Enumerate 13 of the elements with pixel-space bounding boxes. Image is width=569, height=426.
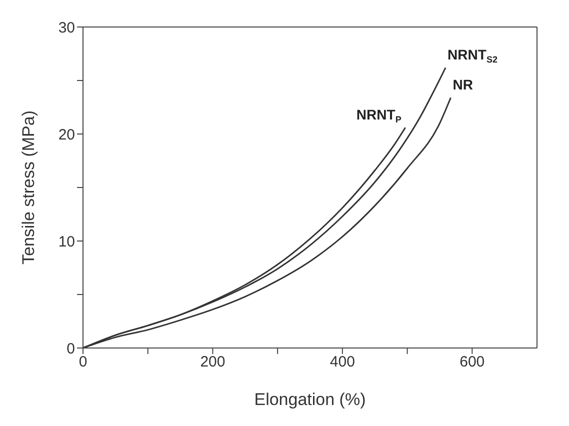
- y-axis-title: Tensile stress (MPa): [19, 110, 38, 264]
- y-tick-label: 30: [58, 19, 75, 36]
- series-label: NRNT$_{S2}$: [448, 46, 498, 64]
- x-tick-label: 400: [330, 354, 355, 371]
- x-tick-label: 0: [78, 354, 88, 371]
- x-tick-label: 600: [460, 354, 485, 371]
- series-label: NR: [452, 76, 473, 93]
- series-label: NRNT$_{P}$: [356, 106, 402, 124]
- y-tick-label: 20: [58, 126, 75, 144]
- y-tick-label: 0: [66, 340, 75, 358]
- y-tick-label: 10: [58, 233, 75, 250]
- x-tick-label: 200: [200, 354, 226, 371]
- x-axis-title: Elongation (%): [254, 390, 366, 410]
